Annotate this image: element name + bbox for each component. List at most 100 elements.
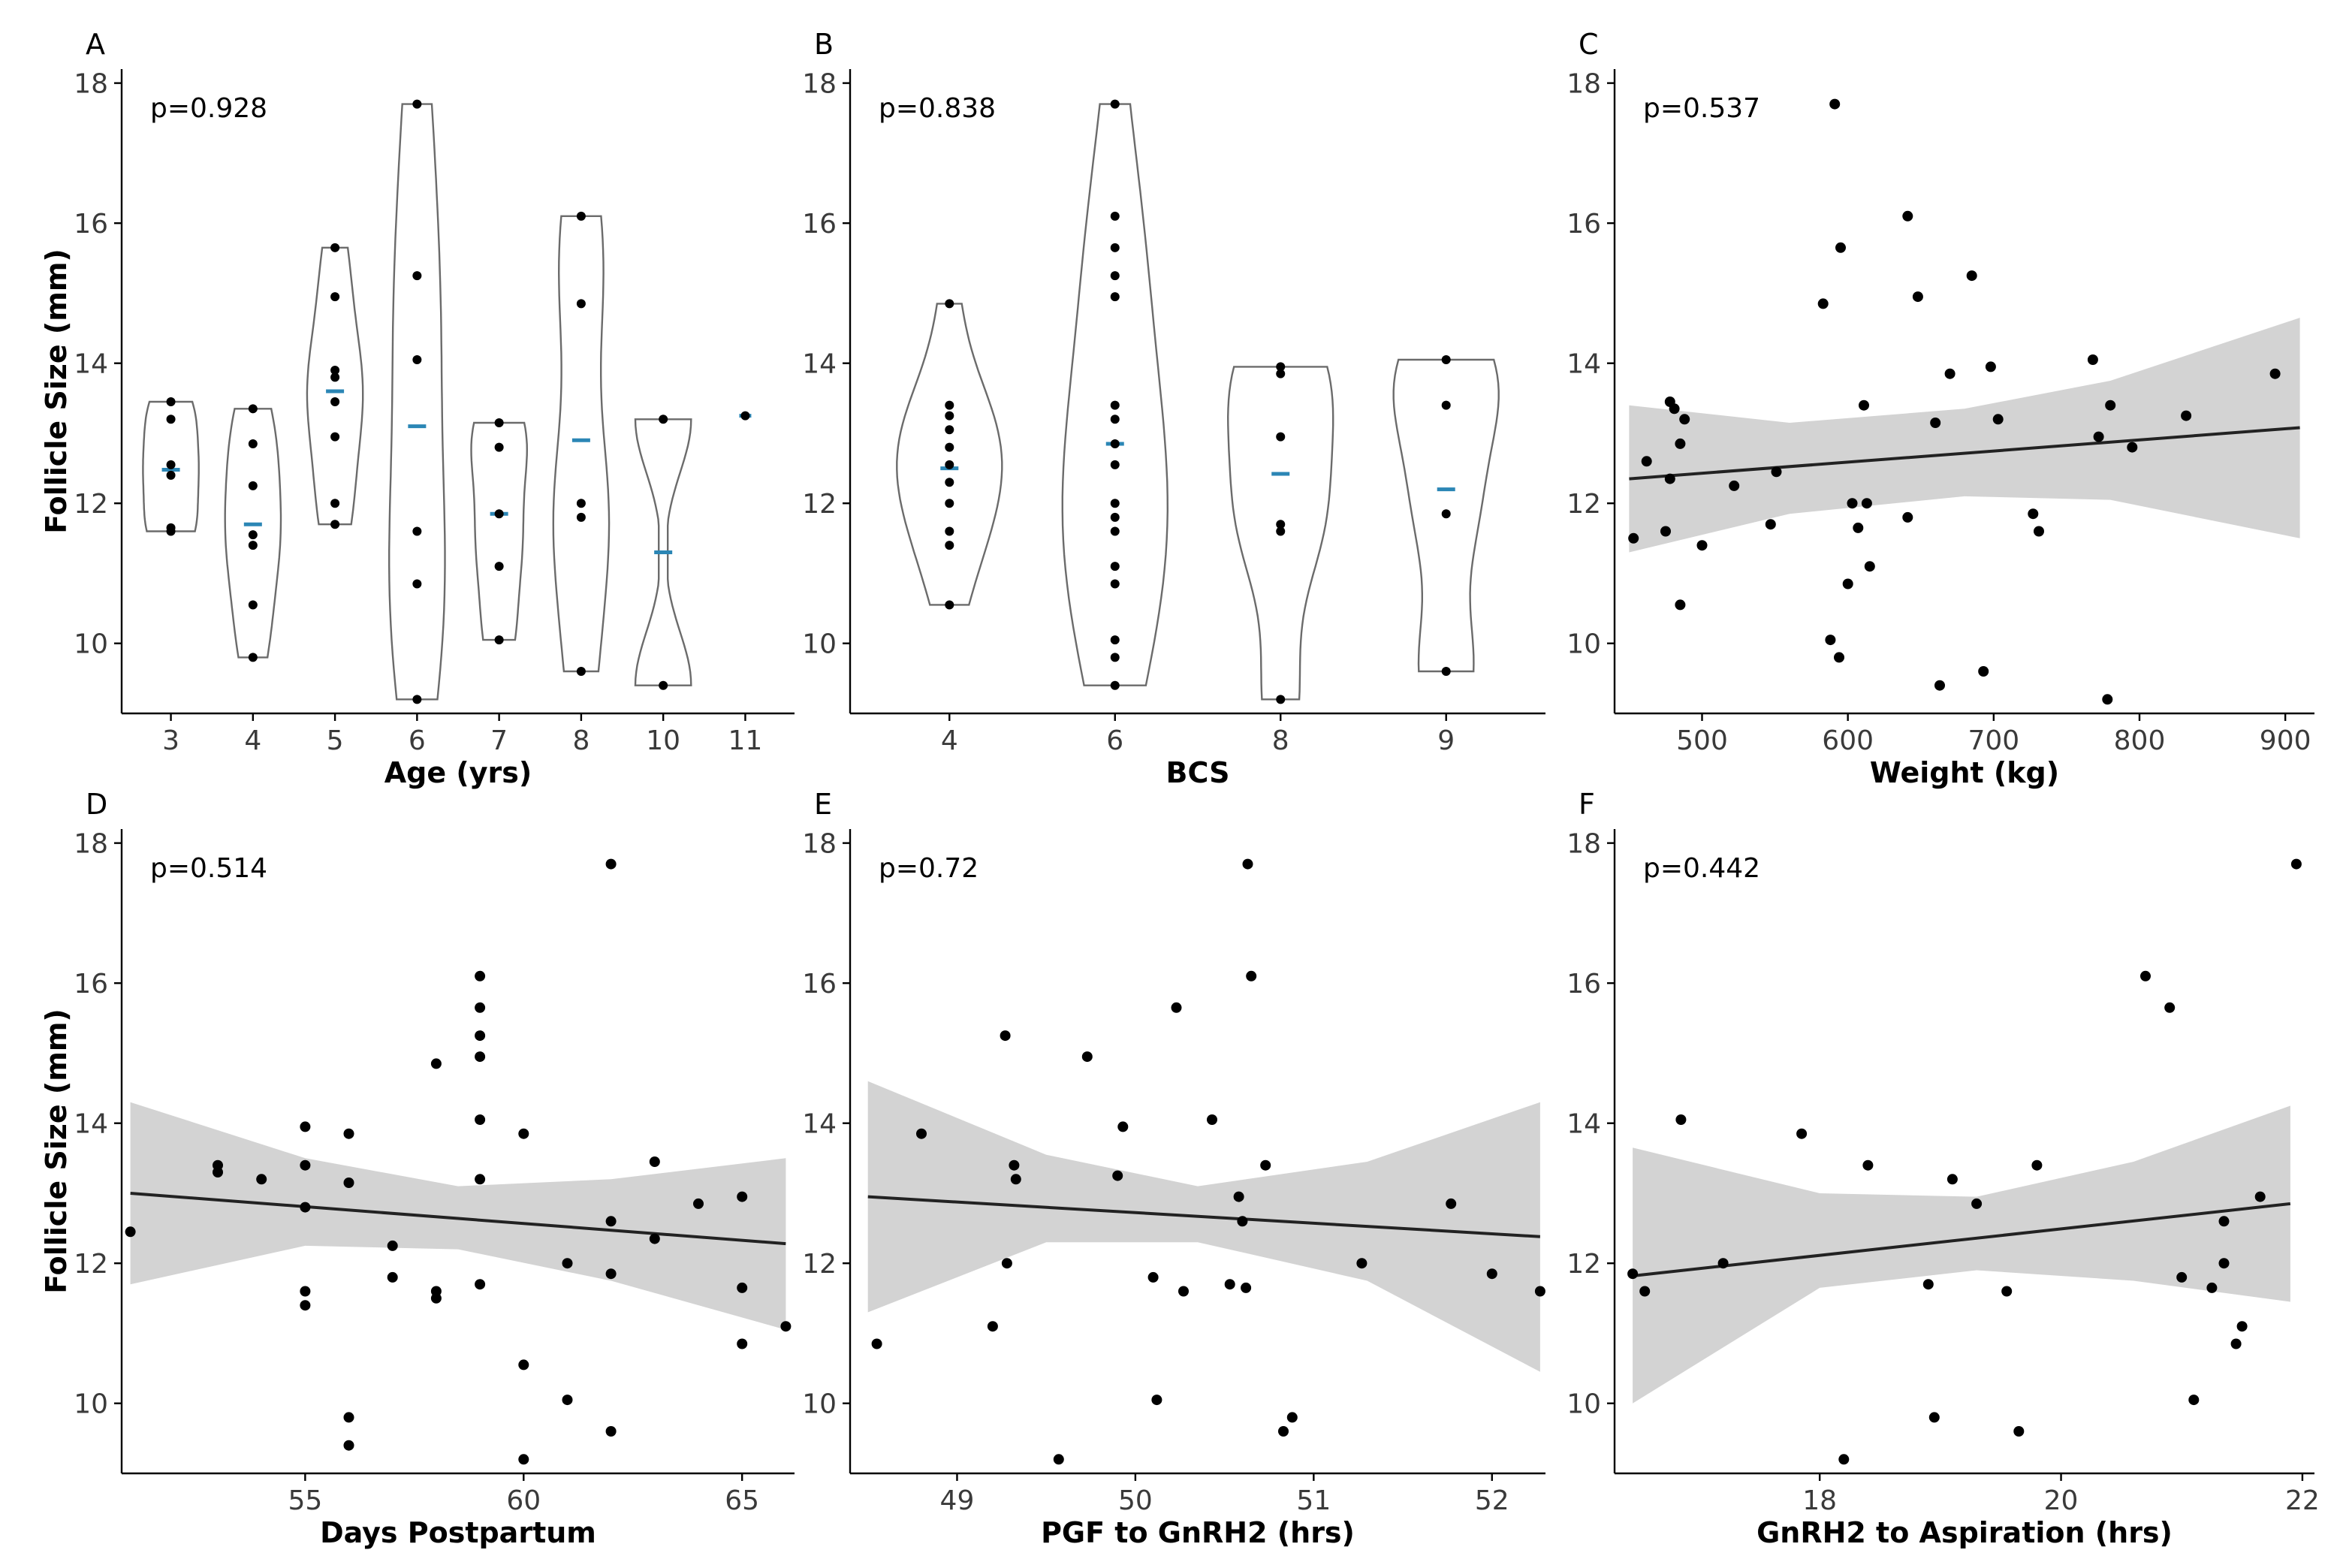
data-point <box>1278 1426 1289 1437</box>
y-tick-label: 16 <box>1567 209 1601 240</box>
x-tick-label: 6 <box>409 725 426 756</box>
data-point <box>248 653 258 662</box>
regression-line <box>130 1191 786 1246</box>
panel-f: 10 12 14 16 18 18 20 22 GnRH2 to Aspiration (hrs… <box>1567 788 2320 1549</box>
x-tick-label: 55 <box>288 1485 322 1516</box>
data-point <box>166 526 176 536</box>
y-tick-label: 10 <box>1567 1389 1601 1420</box>
data-point <box>740 411 750 421</box>
data-point <box>1010 1174 1021 1185</box>
data-point <box>562 1258 573 1269</box>
data-point <box>330 397 340 406</box>
data-point <box>1861 498 1872 509</box>
data-point <box>945 442 954 452</box>
data-point <box>330 292 340 302</box>
data-point <box>1696 540 1708 551</box>
data-point <box>1441 509 1451 519</box>
x-axis-title: GnRH2 to Aspiration (hrs) <box>1756 1516 2173 1549</box>
data-point <box>330 520 340 529</box>
data-point <box>1966 270 1977 282</box>
x-tick-label: 9 <box>1437 725 1455 756</box>
x-tick-label: 22 <box>2285 1485 2320 1516</box>
violin-7 <box>470 421 529 641</box>
data-point <box>412 526 422 536</box>
data-point <box>1110 271 1120 281</box>
data-point <box>576 512 586 522</box>
data-point <box>1853 522 1864 533</box>
data-point <box>737 1282 748 1293</box>
panel-label: F <box>1579 788 1595 821</box>
data-point <box>1117 1121 1129 1132</box>
data-point <box>475 1030 486 1042</box>
data-point <box>2102 694 2113 705</box>
panel-c: 10 12 14 16 18 500 600 700 800 900 Weight (kg) Cp=0… <box>1567 28 2314 789</box>
data-point <box>2176 1271 2188 1283</box>
data-point <box>1276 526 1286 536</box>
data-point <box>475 970 486 982</box>
data-point <box>1171 1002 1182 1013</box>
panel-a: 10 12 14 16 18 3 4 5 6 7 8 10 11 Age (yrs) Follicle Si… <box>40 28 795 789</box>
data-point <box>2290 858 2302 870</box>
data-point <box>1978 666 1989 677</box>
data-point <box>2236 1321 2248 1332</box>
data-point <box>1944 368 1956 379</box>
data-point <box>2218 1216 2230 1227</box>
panel-label: B <box>814 28 834 61</box>
data-point <box>518 1128 529 1139</box>
data-point <box>1237 1216 1248 1227</box>
data-point <box>1902 511 1913 523</box>
p-value: p=0.838 <box>879 93 996 124</box>
data-point <box>1922 1279 1934 1290</box>
data-point <box>1641 456 1652 467</box>
data-point <box>2031 1159 2043 1171</box>
data-point <box>1224 1279 1235 1290</box>
data-point <box>1110 562 1120 571</box>
p-value: p=0.72 <box>879 853 979 884</box>
x-axis-title: Weight (kg) <box>1870 756 2059 789</box>
data-point <box>737 1338 748 1349</box>
data-point <box>605 858 617 870</box>
violin-4 <box>896 303 1003 606</box>
x-axis-title: PGF to GnRH2 (hrs) <box>1041 1516 1355 1549</box>
data-point <box>945 425 954 435</box>
y-tick-label: 10 <box>74 629 108 660</box>
data-point <box>659 680 668 690</box>
confidence-band <box>1629 318 2300 553</box>
data-point <box>330 243 340 252</box>
data-point <box>1864 561 1875 572</box>
panel-label: E <box>814 788 832 821</box>
data-point <box>1110 439 1120 448</box>
data-point <box>2230 1338 2242 1349</box>
data-point <box>1441 400 1451 410</box>
x-tick-label: 20 <box>2044 1485 2079 1516</box>
data-point <box>1664 473 1675 484</box>
data-point <box>248 404 258 414</box>
data-point <box>1765 519 1776 530</box>
data-point <box>1934 680 1945 691</box>
data-point <box>945 499 954 508</box>
y-tick-label: 12 <box>802 1249 837 1280</box>
data-point <box>1151 1395 1162 1406</box>
y-tick-label: 16 <box>802 969 837 1000</box>
data-point <box>1834 652 1844 663</box>
x-axis-title: Age (yrs) <box>384 756 532 789</box>
data-point <box>1675 438 1686 449</box>
data-point <box>1081 1051 1093 1063</box>
data-point <box>693 1198 704 1209</box>
data-point <box>1534 1286 1545 1297</box>
data-point <box>2218 1258 2230 1269</box>
y-tick-label: 10 <box>74 1389 108 1420</box>
data-point <box>1441 355 1451 365</box>
data-point <box>2087 354 2098 365</box>
data-point <box>330 366 340 375</box>
data-point <box>1001 1258 1012 1269</box>
regression-line <box>1632 1202 2291 1277</box>
data-point <box>1112 1170 1123 1181</box>
y-tick-label: 12 <box>1567 1249 1601 1280</box>
x-tick-label: 800 <box>2114 725 2166 756</box>
data-point <box>1110 415 1120 424</box>
data-point <box>916 1128 927 1139</box>
x-tick-label: 8 <box>1272 725 1289 756</box>
p-value: p=0.928 <box>150 93 267 124</box>
